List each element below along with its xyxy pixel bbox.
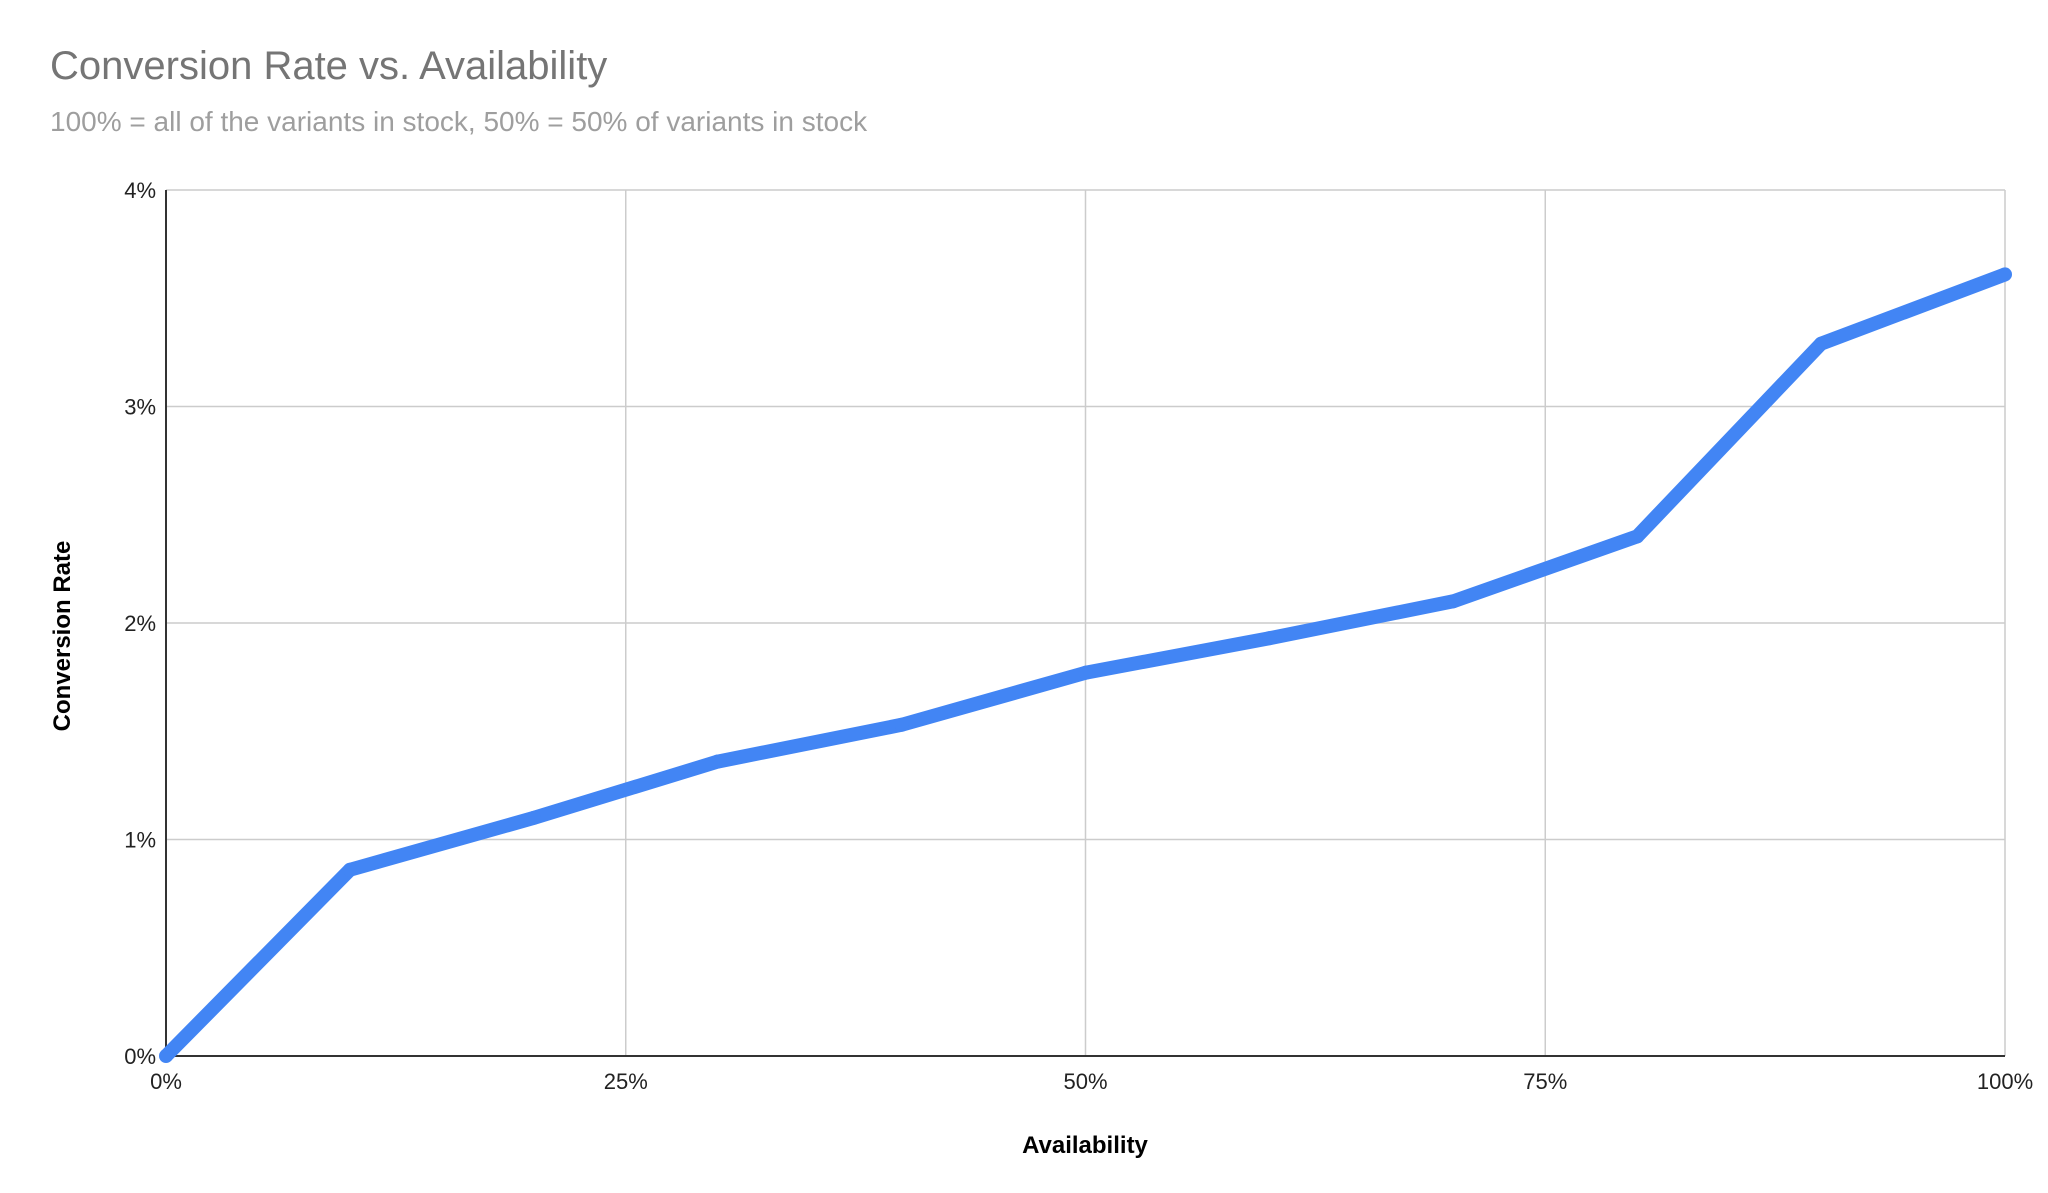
data-point: [1078, 665, 1093, 680]
x-axis-title: Availability: [1022, 1132, 1148, 1159]
y-tick-label: 1%: [124, 828, 156, 853]
data-point: [1262, 631, 1277, 646]
data-point: [710, 754, 725, 769]
x-tick-label: 50%: [1063, 1069, 1107, 1094]
chart-subtitle: 100% = all of the variants in stock, 50%…: [50, 106, 868, 137]
gridlines: [166, 189, 2006, 1056]
data-point: [1446, 594, 1461, 609]
data-point: [1630, 529, 1645, 544]
x-tick-label: 0%: [150, 1069, 182, 1094]
x-tick-label: 25%: [604, 1069, 648, 1094]
data-point: [159, 1049, 173, 1063]
y-tick-label: 0%: [124, 1044, 156, 1069]
axes: [165, 190, 2005, 1057]
data-point: [342, 862, 357, 877]
x-tick-label: 75%: [1523, 1069, 1567, 1094]
tick-labels: 0% 1% 2% 3% 4% 0% 25% 50% 75% 100%: [124, 178, 2033, 1094]
y-tick-label: 2%: [124, 611, 156, 636]
series-layer: [159, 267, 2012, 1063]
y-axis-title: Conversion Rate: [49, 541, 76, 732]
data-point: [1814, 336, 1829, 351]
chart-title: Conversion Rate vs. Availability: [50, 44, 608, 88]
y-tick-label: 3%: [124, 395, 156, 420]
data-point: [894, 717, 909, 732]
data-point: [1998, 267, 2012, 282]
y-tick-label: 4%: [124, 178, 156, 203]
x-tick-label: 100%: [1977, 1069, 2033, 1094]
data-point: [526, 810, 541, 825]
